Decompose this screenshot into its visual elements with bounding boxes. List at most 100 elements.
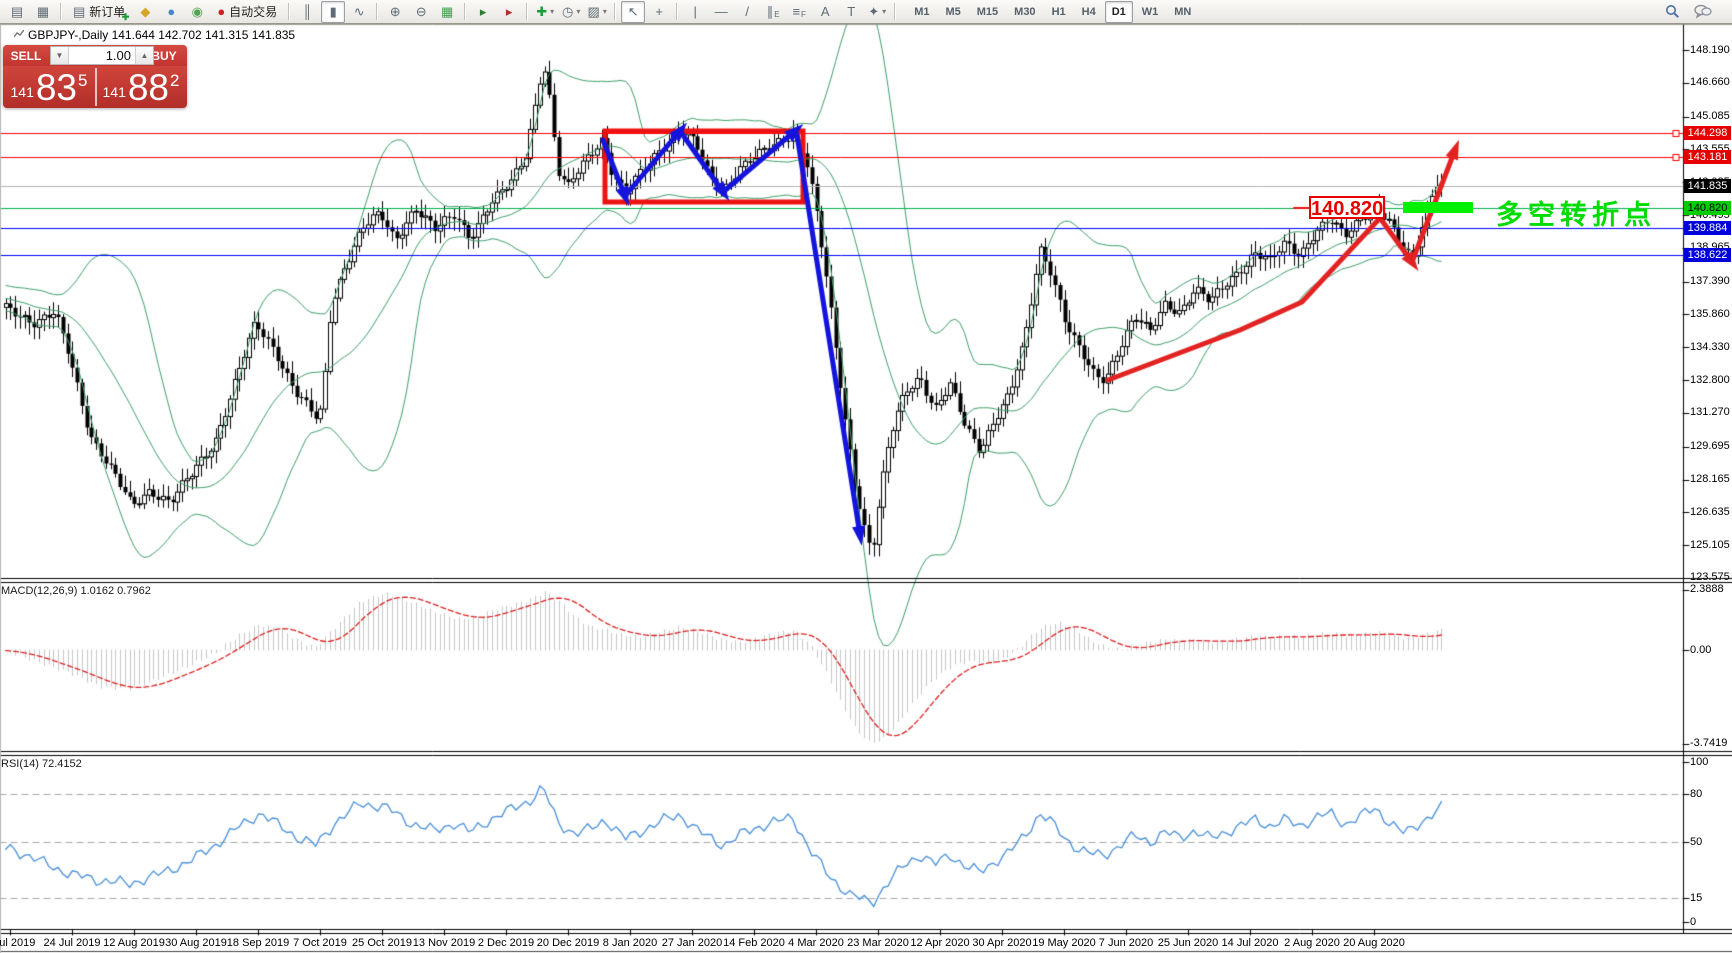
- horizontal-line-icon[interactable]: —: [714, 4, 728, 19]
- community-icon[interactable]: ●: [167, 4, 176, 19]
- new-order-button[interactable]: ▤ ✚ 新订单: [73, 4, 130, 22]
- line-chart-icon[interactable]: ∿: [353, 4, 365, 19]
- price-axis-label: 125.105: [1690, 538, 1730, 551]
- zoom-out-icon[interactable]: ⊖: [415, 4, 427, 19]
- indicators-icon-dropdown[interactable]: ▾: [550, 7, 555, 16]
- price-callout-box[interactable]: 140.820: [1309, 196, 1385, 220]
- one-click-trading-panel: SELL ▼ ▲ BUY 141 83 5 141 88 2: [3, 45, 187, 108]
- toolbar-separator: [526, 3, 529, 20]
- quote-panel-top: SELL ▼ ▲ BUY: [3, 45, 187, 66]
- timeframe-m5[interactable]: M5: [945, 5, 961, 18]
- toolbar-separator: [676, 3, 679, 20]
- toolbar-separator: [894, 3, 897, 20]
- price-axis-label: 132.800: [1690, 373, 1730, 386]
- zoom-in-icon[interactable]: ⊕: [389, 4, 401, 19]
- toolbar-right: [1665, 4, 1728, 19]
- bar-chart-icon[interactable]: ║: [302, 4, 312, 19]
- templates-icon[interactable]: ▨ ▾: [587, 4, 607, 19]
- date-axis-label: 2 Aug 2020: [1284, 937, 1340, 949]
- market-icon[interactable]: ◆: [140, 4, 151, 19]
- timeframe-group: M1 M5 M15 M30 H1 H4 D1 W1 MN: [906, 0, 1199, 23]
- trendline-icon[interactable]: /: [745, 4, 749, 19]
- timeframe-w1[interactable]: W1: [1141, 5, 1159, 18]
- date-axis-label: 25 Oct 2019: [352, 937, 412, 949]
- sell-price-button[interactable]: 141 83 5: [3, 66, 95, 108]
- channel-icon[interactable]: ∥ E: [766, 4, 780, 19]
- toolbar-items: ▤ ▦ ▤ ✚ 新订单 ◆ ● ◉ ● 自动交易 ║ ▮ ∿ ⊕ ⊖ ▦ ▸ ▸ ✚ ▾ ◷ ▾ ▨ ▾ ↖ + | — / ∥ E ≡ F A T…: [4, 0, 900, 23]
- templates-icon-dropdown[interactable]: ▾: [602, 7, 607, 16]
- periods-icon[interactable]: ◷ ▾: [562, 4, 581, 19]
- sell-price-prefix: 141: [10, 84, 34, 100]
- highlight-bar[interactable]: [1403, 202, 1473, 213]
- price-axis-label: 137.390: [1690, 275, 1730, 288]
- price-line-badge[interactable]: 141.835: [1684, 179, 1731, 194]
- timeframe-m1[interactable]: M1: [914, 5, 930, 18]
- periods-icon-dropdown[interactable]: ▾: [576, 7, 581, 16]
- timeframe-m15[interactable]: M15: [976, 5, 999, 18]
- auto-scroll-icon[interactable]: ▸: [479, 4, 487, 19]
- date-axis-label: 19 May 2020: [1032, 937, 1096, 949]
- price-line-badge[interactable]: 139.884: [1684, 221, 1731, 236]
- new-order-button-plus: ✚: [121, 11, 130, 22]
- price-axis-label: 148.190: [1690, 43, 1730, 56]
- price-axis-label: 123.575: [1690, 571, 1730, 584]
- price-line-badge[interactable]: 143.181: [1684, 150, 1731, 165]
- data-window-icon[interactable]: ▦: [36, 4, 50, 19]
- macd-indicator-label: MACD(12,26,9) 1.0162 0.7962: [1, 585, 151, 597]
- toolbar: ▤ ▦ ▤ ✚ 新订单 ◆ ● ◉ ● 自动交易 ║ ▮ ∿ ⊕ ⊖ ▦ ▸ ▸ ✚ ▾ ◷ ▾ ▨ ▾ ↖ + | — / ∥ E ≡ F A T…: [0, 0, 1732, 24]
- tile-windows-icon[interactable]: ▦: [441, 4, 454, 19]
- macd-axis-label: -3.7419: [1690, 737, 1728, 750]
- date-axis-label: 8 Jan 2020: [602, 937, 658, 949]
- new-order-button-label: 新订单: [89, 5, 126, 19]
- volume-increase-button[interactable]: ▲: [135, 47, 153, 64]
- timeframe-h4[interactable]: H4: [1081, 5, 1096, 18]
- cursor-icon[interactable]: ↖: [621, 0, 646, 23]
- sell-price-sup: 5: [78, 71, 88, 90]
- shapes-icon[interactable]: ✦ ▾: [868, 4, 887, 19]
- date-axis-label: 18 Sep 2019: [226, 937, 290, 949]
- search-icon[interactable]: [1665, 4, 1680, 19]
- buy-button[interactable]: BUY: [151, 48, 177, 63]
- price-line-badge[interactable]: 138.622: [1684, 248, 1731, 263]
- price-line-badge[interactable]: 144.298: [1684, 126, 1731, 141]
- chat-icon[interactable]: [1694, 4, 1712, 19]
- timeframe-d1[interactable]: D1: [1104, 0, 1133, 23]
- market-watch-icon[interactable]: ▤: [10, 4, 24, 19]
- date-axis-label: 14 Feb 2020: [723, 937, 785, 949]
- indicators-icon[interactable]: ✚ ▾: [536, 4, 555, 19]
- text-icon[interactable]: A: [820, 4, 830, 19]
- timeframe-h1[interactable]: H1: [1051, 5, 1066, 18]
- chart-shift-icon[interactable]: ▸: [505, 4, 513, 19]
- volume-decrease-button[interactable]: ▼: [51, 47, 69, 64]
- volume-stepper: ▼ ▲: [50, 46, 154, 65]
- volume-input[interactable]: [69, 47, 135, 64]
- timeframe-m30[interactable]: M30: [1014, 5, 1036, 18]
- crosshair-icon[interactable]: +: [655, 4, 663, 19]
- turning-point-note[interactable]: 多空转折点: [1496, 200, 1656, 230]
- auto-trading-button-label: 自动交易: [229, 5, 278, 19]
- buy-price-big: 88: [127, 67, 170, 108]
- price-line-badge[interactable]: 140.820: [1684, 201, 1731, 216]
- vertical-line-icon[interactable]: |: [693, 4, 697, 19]
- auto-trading-button[interactable]: ● 自动交易: [217, 4, 278, 19]
- date-axis-label: 27 Jan 2020: [661, 937, 723, 949]
- macd-axis-label: 2.3888: [1690, 583, 1724, 596]
- text-label-icon[interactable]: T: [847, 4, 856, 19]
- candlestick-chart-icon[interactable]: ▮: [321, 0, 346, 23]
- date-axis-label: 12 Apr 2020: [910, 937, 970, 949]
- date-axis-label: 24 Jul 2019: [43, 937, 101, 949]
- signals-icon[interactable]: ◉: [191, 4, 203, 19]
- shapes-icon-dropdown[interactable]: ▾: [882, 7, 887, 16]
- timeframe-mn[interactable]: MN: [1174, 5, 1192, 18]
- date-axis-label: 20 Dec 2019: [536, 937, 600, 949]
- fibonacci-icon[interactable]: ≡ F: [792, 4, 806, 19]
- date-axis-label: 12 Aug 2019: [103, 937, 165, 949]
- buy-price-button[interactable]: 141 88 2: [95, 66, 187, 108]
- rsi-indicator-label: RSI(14) 72.4152: [1, 758, 82, 770]
- date-axis-label: 7 Oct 2019: [293, 937, 347, 949]
- sell-button[interactable]: SELL: [10, 48, 42, 63]
- date-axis-label: 30 Aug 2019: [165, 937, 227, 949]
- toolbar-separator: [376, 3, 379, 20]
